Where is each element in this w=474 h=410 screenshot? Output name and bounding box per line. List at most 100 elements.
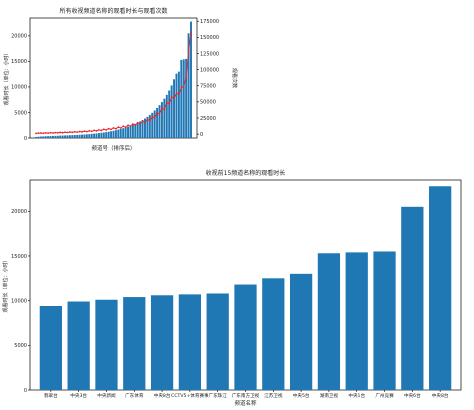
top-bar <box>180 59 183 138</box>
top-bar <box>110 131 113 138</box>
bottom-bar <box>67 301 90 390</box>
top-bar <box>129 125 132 138</box>
top-line-point <box>185 76 188 79</box>
top-bar <box>37 136 40 138</box>
top-bar <box>68 135 71 138</box>
top-bar <box>112 130 115 138</box>
top-line-point <box>88 129 91 132</box>
bottom-x-axis-label: 频道名称 <box>234 399 257 407</box>
bottom-x-tick-label: 江苏卫视 <box>264 392 283 399</box>
top-line-point <box>110 128 112 131</box>
bottom-y-tick-label: 20000 <box>11 209 27 215</box>
top-line-point <box>182 85 185 88</box>
top-bar <box>114 130 117 138</box>
top-line-point <box>100 129 103 132</box>
top-line-point <box>161 107 163 110</box>
top-bar <box>175 73 178 138</box>
top-bar <box>51 135 54 138</box>
top-bar <box>39 136 42 138</box>
top-bar <box>151 112 154 138</box>
top-y-tick-label: 0 <box>24 136 27 142</box>
top-line-point <box>93 129 96 132</box>
bottom-y-tick-label: 0 <box>24 388 27 394</box>
top-line-point <box>61 131 64 134</box>
top-line-point <box>122 125 125 128</box>
top-line-point <box>64 131 66 134</box>
top-bar <box>163 98 166 138</box>
top-line-point <box>136 121 139 124</box>
top-line-point <box>180 86 183 89</box>
top-bar <box>64 135 67 138</box>
top-bar <box>95 133 98 138</box>
bottom-y-tick-label: 15000 <box>11 254 27 260</box>
top-line-point <box>173 97 175 99</box>
top-line-point <box>71 131 74 134</box>
top-bar <box>190 21 192 138</box>
top-line-point <box>151 115 154 118</box>
top-line-point <box>73 130 76 133</box>
top-line-point <box>76 131 79 134</box>
top-line-point <box>83 130 86 133</box>
top-bar <box>47 136 50 138</box>
top-bar <box>124 127 127 138</box>
top-line-point <box>85 130 88 133</box>
top-y-axis-label: 观看时长（单位：小时） <box>3 50 10 105</box>
top-line-point <box>187 50 190 53</box>
top-line-point <box>44 132 47 134</box>
top-y-tick-label: 20000 <box>11 34 27 40</box>
top-bar <box>49 136 52 138</box>
bottom-bar <box>39 306 62 390</box>
bottom-x-tick-label: 中央3台 <box>70 392 87 399</box>
bottom-chart-title: 收视前15频道名称的观看时长 <box>206 169 286 177</box>
top-bar <box>54 135 57 138</box>
bottom-bar <box>317 253 341 390</box>
bottom-x-tick-label: 广东珠江 <box>208 392 227 399</box>
top-bar <box>83 134 86 138</box>
top-bar <box>73 135 76 138</box>
top-bar <box>139 121 142 138</box>
top-bar <box>119 128 122 138</box>
top-line-point <box>49 131 52 134</box>
bottom-x-tick-label: 中央新闻 <box>97 392 116 399</box>
chart-top: 所有收视频道名称的观看时长与观看次数 频道号（排序后） 观看时长（单位：小时） … <box>3 7 238 152</box>
top-line-point <box>56 131 59 134</box>
top-bar <box>88 134 91 138</box>
top-line-point <box>90 130 93 133</box>
bottom-x-tick-label: 湖南卫视 <box>320 392 339 399</box>
bottom-x-tick-label: 广东体育 <box>125 392 144 399</box>
bottom-bar <box>262 278 285 390</box>
top-line-point <box>39 132 42 134</box>
top-bar <box>168 90 171 138</box>
top-bar <box>81 134 83 138</box>
top-line-point <box>156 111 158 114</box>
top-line-point <box>47 132 50 134</box>
bottom-x-tick-label: 中央8台 <box>154 392 171 399</box>
top-line-point <box>141 120 144 123</box>
top-bar <box>173 79 176 138</box>
top-y-tick-label: 15000 <box>11 59 27 65</box>
top-line-point <box>146 118 149 121</box>
bottom-x-tick-label: 中央1台 <box>348 392 365 399</box>
bottom-x-tick-label: 广东南方卫视 <box>232 392 260 399</box>
top-line-point <box>131 123 134 125</box>
bottom-y-tick-label: 10000 <box>11 298 27 304</box>
top-y2-axis-label: 观看次数 <box>231 68 238 88</box>
bottom-bar <box>234 284 257 390</box>
bottom-x-tick-label: 中央8台 <box>432 392 449 399</box>
top-line-point <box>144 121 146 124</box>
top-y2-tick-label: 150000 <box>200 35 219 41</box>
bottom-x-tick-label: 翡翠台 <box>44 392 58 399</box>
top-line-point <box>170 95 173 98</box>
top-y-tick-label: 5000 <box>14 110 27 116</box>
top-line-point <box>115 127 117 130</box>
top-line-point <box>52 132 54 134</box>
top-chart-title: 所有收视频道名称的观看时长与观看次数 <box>59 7 167 15</box>
top-bar <box>148 114 151 138</box>
top-line-point <box>117 126 120 129</box>
top-y2-tick-label: 50000 <box>200 100 216 106</box>
top-bar <box>102 132 105 138</box>
top-line-point <box>37 132 40 135</box>
top-line-point <box>59 131 62 134</box>
top-line-point <box>158 113 161 116</box>
